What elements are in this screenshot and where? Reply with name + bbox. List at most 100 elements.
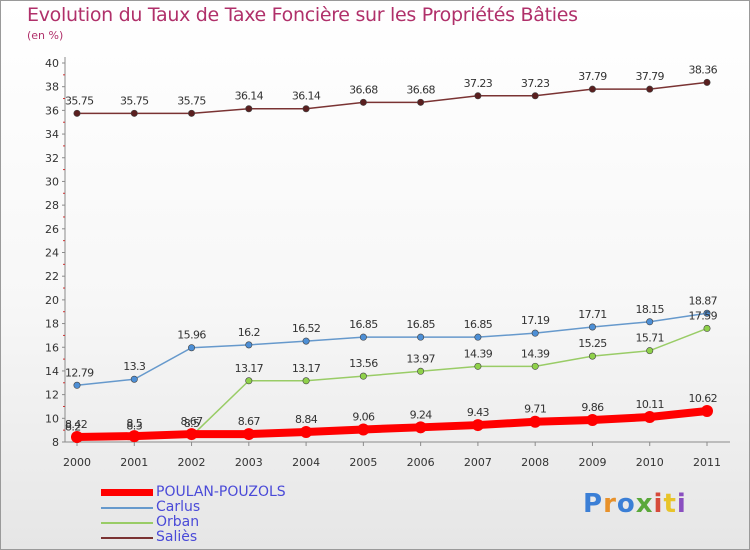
data-label-poulan-pouzols: 9.43 <box>467 406 490 419</box>
data-label-carlus: 15.96 <box>177 329 206 342</box>
data-label-saliès: 37.79 <box>635 70 664 83</box>
data-point-carlus <box>359 333 367 341</box>
data-point-poulan-pouzols <box>529 415 542 428</box>
data-point-orban <box>531 362 539 370</box>
y-tick-label: 26 <box>45 223 59 236</box>
data-label-poulan-pouzols: 10.11 <box>635 398 664 411</box>
data-point-poulan-pouzols <box>128 430 141 443</box>
series-line-orban <box>76 327 708 441</box>
data-point-saliès <box>359 98 367 106</box>
legend-label-orban: Orban <box>156 514 200 530</box>
data-point-orban <box>703 324 711 332</box>
data-label-saliès: 35.75 <box>177 94 206 107</box>
data-point-poulan-pouzols <box>71 431 83 444</box>
data-label-poulan-pouzols: 8.67 <box>180 415 203 428</box>
legend-swatch-orban <box>101 522 153 524</box>
y-tick-label: 28 <box>45 199 59 212</box>
data-point-saliès <box>188 109 196 117</box>
x-tick-label: 2008 <box>521 456 549 469</box>
data-label-poulan-pouzols: 8.5 <box>126 417 142 430</box>
legend-label-poulan: POULAN-POUZOLS <box>156 484 286 500</box>
y-unit-label: (en %) <box>27 29 64 42</box>
data-label-poulan-pouzols: 8.84 <box>295 413 318 426</box>
data-point-poulan-pouzols <box>242 428 255 441</box>
data-label-poulan-pouzols: 10.62 <box>689 392 718 405</box>
series-line-carlus <box>76 312 708 387</box>
data-point-orban <box>302 377 310 385</box>
x-tick-label: 2003 <box>235 456 263 469</box>
data-label-orban: 13.97 <box>406 352 435 365</box>
y-tick-label: 30 <box>45 175 59 188</box>
data-label-saliès: 37.79 <box>578 70 607 83</box>
y-tick-label: 20 <box>45 294 59 307</box>
data-label-carlus: 12.79 <box>65 366 94 379</box>
data-point-saliès <box>474 92 482 100</box>
chart-title: Evolution du Taux de Taxe Foncière sur l… <box>27 4 578 26</box>
legend-swatch-poulan <box>101 489 153 496</box>
data-label-carlus: 18.87 <box>689 294 718 307</box>
proxiti-logo: Proxiti <box>583 489 687 519</box>
data-point-orban <box>417 367 425 375</box>
y-tick-label: 38 <box>45 81 59 94</box>
series-line-poulan-pouzols <box>73 406 711 442</box>
data-label-carlus: 13.3 <box>123 360 146 373</box>
data-point-orban <box>646 347 654 355</box>
data-point-saliès <box>302 105 310 113</box>
data-point-poulan-pouzols <box>643 411 656 424</box>
data-point-orban <box>588 352 596 360</box>
x-tick-label: 2010 <box>636 456 664 469</box>
x-tick-label: 2005 <box>349 456 377 469</box>
data-label-orban: 14.39 <box>521 347 550 360</box>
x-tick-label: 2002 <box>178 456 206 469</box>
y-tick-label: 32 <box>45 152 59 165</box>
y-tick-label: 34 <box>45 128 59 141</box>
data-point-poulan-pouzols <box>414 421 427 434</box>
data-label-orban: 15.71 <box>635 332 664 345</box>
x-tick-label: 2000 <box>63 456 91 469</box>
y-tick-label: 22 <box>45 270 59 283</box>
series-line-saliès <box>77 81 708 115</box>
data-label-carlus: 16.85 <box>464 318 493 331</box>
x-tick-label: 2007 <box>464 456 492 469</box>
legend-swatch-carlus <box>101 507 153 509</box>
brand-letter: x <box>635 489 654 519</box>
data-point-saliès <box>130 109 138 117</box>
y-tick-label: 36 <box>45 104 59 117</box>
data-point-carlus <box>703 309 711 317</box>
brand-letter: i <box>676 489 687 519</box>
data-label-orban: 13.17 <box>292 362 321 375</box>
data-label-orban: 8.5 <box>184 417 200 430</box>
data-label-orban: 8.3 <box>126 419 142 432</box>
y-tick-label: 16 <box>45 341 59 354</box>
x-tick-label: 2009 <box>578 456 606 469</box>
data-label-saliès: 36.68 <box>406 83 435 96</box>
data-point-carlus <box>188 344 196 352</box>
data-label-orban: 13.56 <box>349 357 378 370</box>
x-tick-label: 2006 <box>407 456 435 469</box>
data-point-orban <box>474 362 482 370</box>
brand-letter: r <box>603 489 617 519</box>
y-tick-label: 14 <box>45 365 59 378</box>
data-point-saliès <box>703 78 711 86</box>
data-label-poulan-pouzols: 9.06 <box>352 410 375 423</box>
brand-letter: t <box>663 489 677 519</box>
brand-letter: i <box>653 489 664 519</box>
x-tick-label: 2001 <box>120 456 148 469</box>
data-point-poulan-pouzols <box>701 404 713 417</box>
data-label-orban: 17.59 <box>689 309 718 322</box>
data-point-saliès <box>245 105 253 113</box>
data-label-saliès: 36.14 <box>292 90 321 103</box>
data-point-carlus <box>245 341 253 349</box>
data-label-poulan-pouzols: 9.86 <box>581 401 604 414</box>
y-tick-label: 24 <box>45 247 59 260</box>
data-label-carlus: 16.52 <box>292 322 321 335</box>
data-point-carlus <box>302 337 310 345</box>
data-label-carlus: 16.85 <box>349 318 378 331</box>
data-label-poulan-pouzols: 9.71 <box>524 403 546 416</box>
data-label-orban: 14.39 <box>464 347 493 360</box>
data-label-carlus: 17.71 <box>578 308 607 321</box>
data-point-carlus <box>646 318 654 326</box>
legend-label-carlus: Carlus <box>156 499 201 515</box>
data-label-carlus: 16.2 <box>238 326 260 339</box>
